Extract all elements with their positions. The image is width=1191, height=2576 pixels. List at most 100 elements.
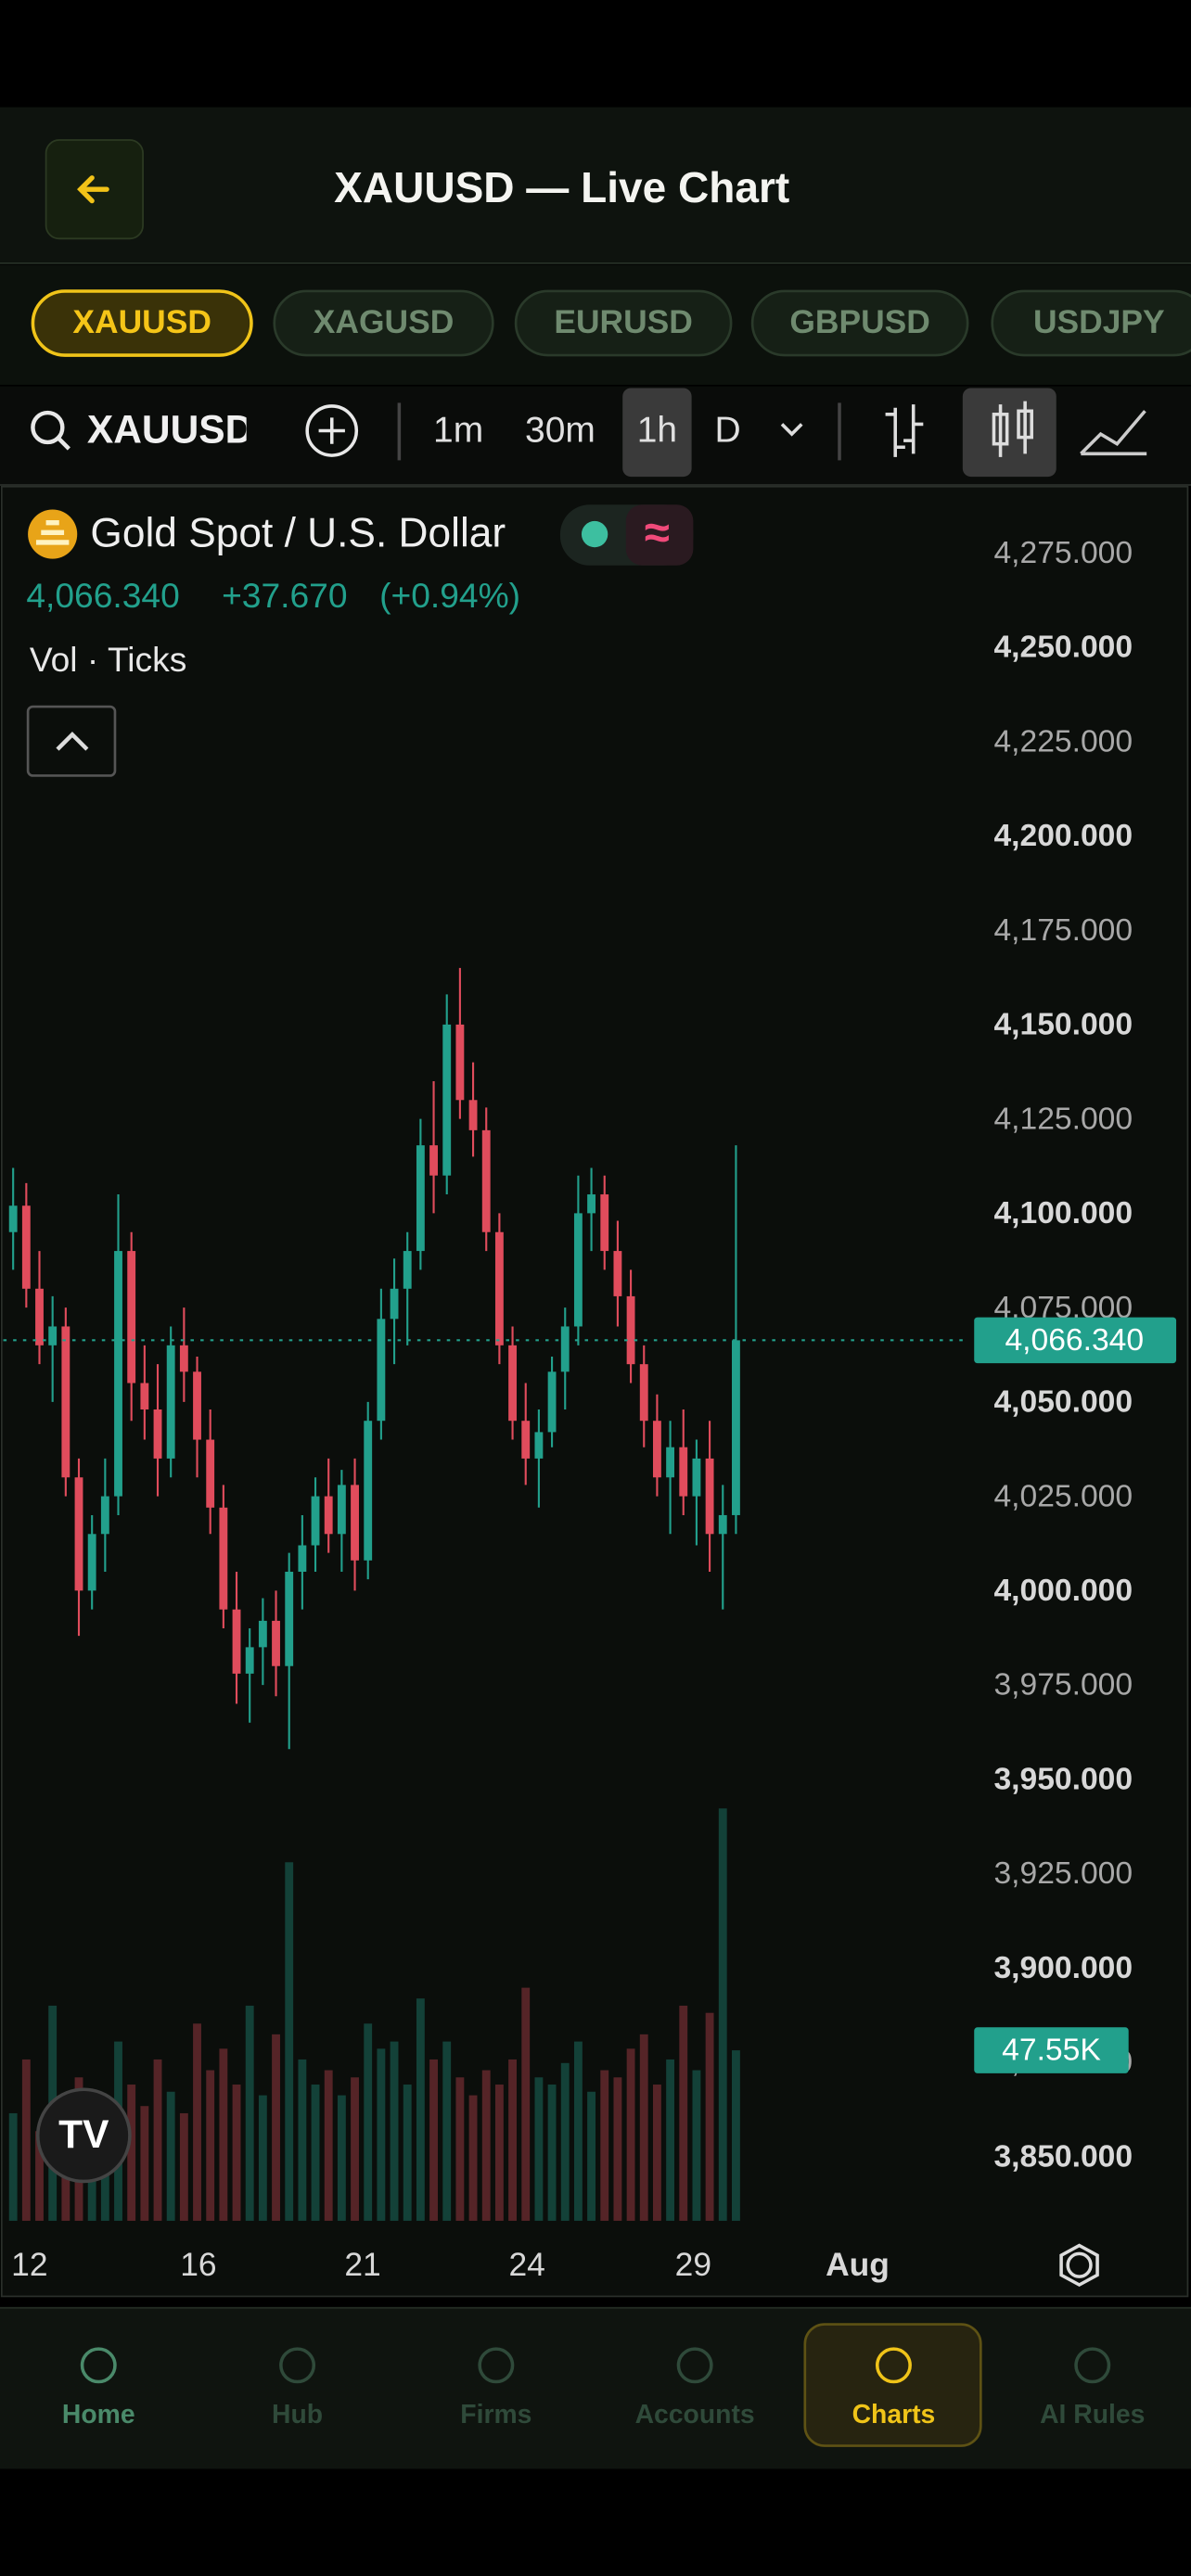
x-tick-label: 29 xyxy=(675,2246,711,2283)
y-tick-label: 4,225.000 xyxy=(993,724,1133,759)
candle-body xyxy=(8,1205,18,1232)
candle-body xyxy=(600,1194,609,1252)
interval-option[interactable]: D xyxy=(714,411,740,451)
area-icon[interactable] xyxy=(1080,410,1147,456)
symbol-tab[interactable] xyxy=(514,289,733,357)
x-tick-label: 21 xyxy=(344,2246,380,2283)
volume-bar xyxy=(508,2059,517,2221)
volume-bar xyxy=(600,2070,609,2221)
candle-body xyxy=(390,1288,399,1320)
interval-option[interactable]: 1m xyxy=(433,411,483,451)
status-pill xyxy=(625,504,694,566)
candle-body xyxy=(74,1477,83,1591)
nav-label[interactable]: Charts xyxy=(852,2400,936,2429)
nav-label[interactable]: Firms xyxy=(460,2400,531,2429)
nav-label[interactable]: Hub xyxy=(272,2400,323,2429)
nav-active xyxy=(803,2323,982,2447)
bars-icon[interactable] xyxy=(885,404,924,457)
candle-body xyxy=(666,1447,675,1478)
last-price: 4,066.340 xyxy=(26,576,179,615)
symbol-tab[interactable] xyxy=(31,289,253,357)
candle-body xyxy=(494,1231,504,1345)
volume-bar xyxy=(324,2070,333,2221)
candle-body xyxy=(481,1129,491,1232)
candle-body xyxy=(534,1432,544,1459)
volume-bar xyxy=(639,2034,648,2221)
price-change-pct: (+0.94%) xyxy=(379,576,520,615)
candle-body xyxy=(731,1340,740,1515)
volume-bar xyxy=(377,2048,386,2221)
volume-bar xyxy=(35,2131,44,2221)
volume-bar xyxy=(416,1998,425,2221)
candle-body xyxy=(100,1496,109,1535)
volume-bar xyxy=(206,2070,215,2221)
candles-active[interactable] xyxy=(962,388,1057,478)
nav-label[interactable]: Home xyxy=(62,2400,135,2429)
candle-body xyxy=(442,1024,452,1176)
candle-body xyxy=(652,1421,661,1478)
symbol-tab[interactable] xyxy=(750,289,969,357)
volume-bar xyxy=(587,2091,596,2221)
search-icon xyxy=(31,410,65,445)
interval-dropdown[interactable] xyxy=(780,423,803,437)
candle-body xyxy=(587,1194,596,1214)
candle-body xyxy=(508,1345,517,1422)
volume-bar xyxy=(692,2070,701,2221)
candle-body xyxy=(311,1496,320,1546)
x-tick-label: Aug xyxy=(826,2246,890,2283)
candle-body xyxy=(416,1145,425,1252)
settings-icon xyxy=(1059,2243,1099,2288)
nav-icon xyxy=(676,2347,713,2384)
legend-values: 4,066.340 +37.670 (+0.94%) xyxy=(26,576,520,615)
candle-body xyxy=(258,1620,267,1648)
volume-bar xyxy=(351,2077,359,2221)
y-tick-label: 3,925.000 xyxy=(993,1856,1133,1891)
volume-bar xyxy=(560,2062,570,2221)
candle-body xyxy=(179,1345,188,1372)
collapse-button[interactable] xyxy=(26,705,117,777)
volume-bar xyxy=(429,2059,438,2221)
settings-icon[interactable] xyxy=(1066,2251,1093,2278)
interval-option[interactable]: 30m xyxy=(525,411,596,451)
y-tick-label: 4,150.000 xyxy=(993,1008,1133,1042)
candle-body xyxy=(166,1345,175,1459)
y-tick-label: 4,050.000 xyxy=(993,1385,1133,1420)
price-change: +37.670 xyxy=(222,576,347,615)
interval-option[interactable]: 1h xyxy=(637,411,677,451)
last-price-badge xyxy=(974,1317,1177,1364)
volume-bar xyxy=(705,2012,714,2221)
candle-body xyxy=(626,1295,635,1365)
symbol-search[interactable]: XAUUSD xyxy=(87,409,253,453)
volume-bar xyxy=(166,2091,175,2221)
add-icon xyxy=(318,417,345,444)
candle-body xyxy=(298,1545,307,1572)
candle-body xyxy=(219,1507,228,1610)
volume-bar xyxy=(442,2041,452,2221)
symbol-tab[interactable] xyxy=(991,289,1191,357)
candle-body xyxy=(21,1205,31,1289)
candle-body xyxy=(521,1421,531,1459)
candle-body xyxy=(127,1251,136,1384)
volume-bar xyxy=(666,2059,675,2221)
nav-icon xyxy=(80,2347,117,2384)
candle-body xyxy=(351,1485,359,1561)
y-tick-label: 4,200.000 xyxy=(993,819,1133,853)
tv-logo[interactable] xyxy=(35,2087,132,2184)
candle-body xyxy=(87,1534,96,1591)
candle-body xyxy=(705,1458,714,1535)
symbol-tab-label: XAUUSD xyxy=(72,303,211,340)
symbol-tab[interactable] xyxy=(273,289,494,357)
volume-bar xyxy=(179,2112,188,2221)
nav-label[interactable]: AI Rules xyxy=(1040,2400,1145,2429)
volume-bar xyxy=(494,2085,504,2221)
nav-icon xyxy=(875,2347,912,2384)
add-button[interactable] xyxy=(305,404,359,457)
volume-bar xyxy=(21,2059,31,2221)
symbol-tab-label: EURUSD xyxy=(554,303,693,340)
candle-body xyxy=(639,1364,648,1422)
candle-body xyxy=(114,1251,122,1497)
volume-bar xyxy=(390,2041,399,2221)
nav-label[interactable]: Accounts xyxy=(635,2400,755,2429)
volume-bar xyxy=(285,1862,294,2221)
